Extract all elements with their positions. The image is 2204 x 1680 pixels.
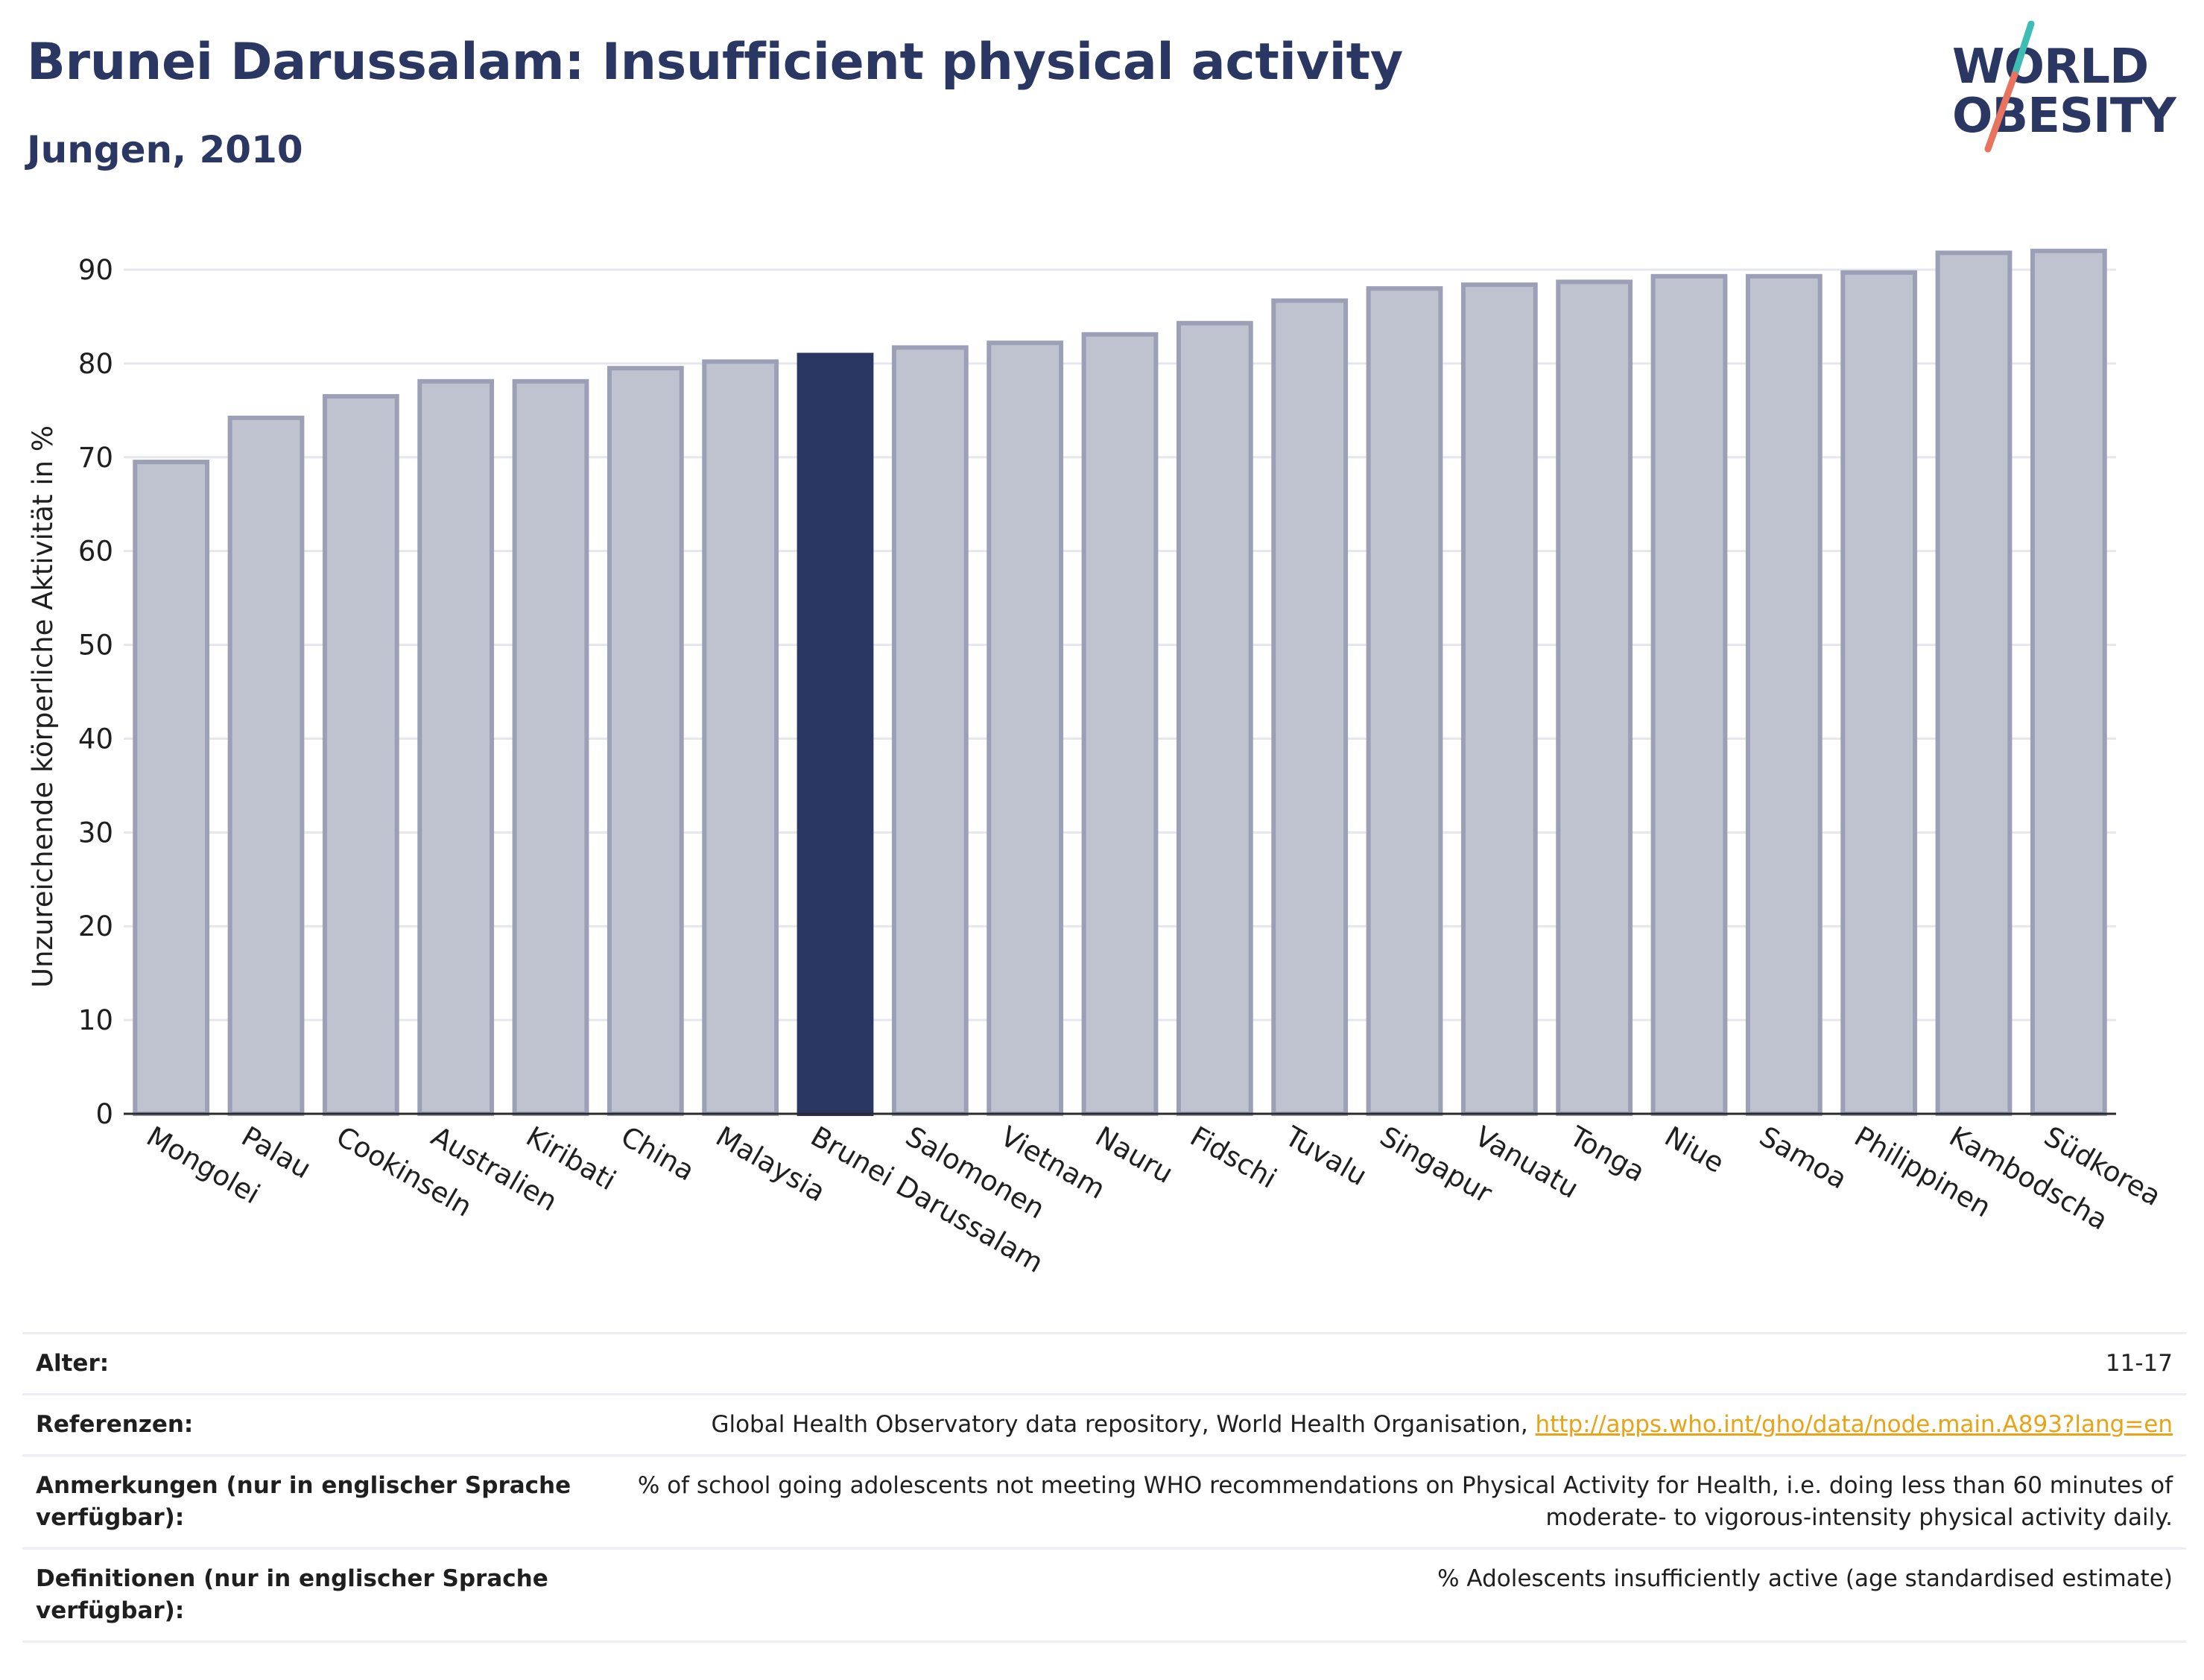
reference-link[interactable]: http://apps.who.int/gho/data/node.main.A… — [1535, 1411, 2173, 1438]
x-tick-label: Fidschi — [1185, 1120, 1282, 1195]
x-tick-label: China — [615, 1120, 700, 1188]
bar — [1176, 320, 1253, 1116]
y-tick-label: 40 — [78, 723, 113, 755]
y-tick-label: 90 — [78, 254, 113, 286]
y-tick-label: 0 — [95, 1098, 113, 1130]
bar — [1366, 286, 1443, 1117]
bar — [133, 460, 210, 1117]
logo-slash-icon — [1984, 21, 2035, 153]
meta-row-age: Alter: 11-17 — [22, 1332, 2186, 1395]
bar — [227, 415, 305, 1117]
bar — [702, 359, 779, 1117]
y-tick-label: 30 — [78, 817, 113, 849]
y-tick-label: 50 — [78, 630, 113, 662]
meta-label: Definitionen (nur in englischer Sprache … — [22, 1547, 586, 1643]
reference-text: Global Health Observatory data repositor… — [711, 1411, 1536, 1438]
bar — [2030, 248, 2107, 1116]
meta-row-definitions: Definitionen (nur in englischer Sprache … — [22, 1547, 2186, 1643]
meta-value: % Adolescents insufficiently active (age… — [586, 1547, 2186, 1643]
y-tick-label: 10 — [78, 1004, 113, 1036]
bars — [133, 248, 2107, 1117]
meta-row-notes: Anmerkungen (nur in englischer Sprache v… — [22, 1454, 2186, 1549]
bar — [1745, 273, 1823, 1116]
bar — [1935, 250, 2013, 1117]
bar — [987, 340, 1064, 1116]
meta-value: Global Health Observatory data repositor… — [586, 1393, 2186, 1456]
chart-title: Brunei Darussalam: Insufficient physical… — [27, 33, 1403, 92]
logo-word-obesity: OBESITY — [1952, 89, 2176, 144]
bar — [1271, 298, 1349, 1116]
meta-label: Anmerkungen (nur in englischer Sprache v… — [22, 1454, 586, 1549]
meta-value: % of school going adolescents not meetin… — [586, 1454, 2186, 1549]
y-axis-ticks: 0 10 20 30 40 50 60 70 80 90 — [78, 254, 113, 1130]
meta-label: Referenzen: — [22, 1393, 586, 1456]
y-tick-label: 80 — [78, 348, 113, 380]
y-tick-label: 60 — [78, 536, 113, 568]
x-tick-label: Malaysia — [711, 1120, 832, 1208]
x-tick-label: Tuvalu — [1279, 1120, 1372, 1192]
y-tick-label: 70 — [78, 442, 113, 474]
x-tick-label: Kambodscha — [1944, 1120, 2113, 1237]
world-obesity-logo: WORLD OBESITY — [1945, 21, 2198, 162]
bar — [1556, 279, 1633, 1116]
bar — [891, 345, 969, 1116]
chart-subtitle: Jungen, 2010 — [27, 128, 303, 171]
logo-word-world: WORLD — [1952, 39, 2149, 95]
bar — [512, 378, 589, 1116]
meta-value: 11-17 — [586, 1332, 2186, 1395]
y-tick-label: 20 — [78, 910, 113, 942]
bar-highlight — [797, 352, 874, 1116]
y-axis-label: Unzureichende körperliche Aktivität in % — [27, 425, 59, 988]
x-tick-label: Samoa — [1754, 1120, 1852, 1196]
bar — [1840, 270, 1918, 1117]
meta-label: Alter: — [22, 1332, 586, 1395]
x-tick-label: Niue — [1659, 1120, 1729, 1179]
bar — [607, 366, 684, 1116]
bar — [1650, 273, 1728, 1116]
bar — [322, 393, 399, 1116]
bar — [417, 378, 495, 1116]
meta-row-references: Referenzen: Global Health Observatory da… — [22, 1393, 2186, 1456]
bar — [1460, 282, 1538, 1117]
bar — [1081, 332, 1159, 1117]
metadata-table: Alter: 11-17 Referenzen: Global Health O… — [22, 1332, 2186, 1643]
